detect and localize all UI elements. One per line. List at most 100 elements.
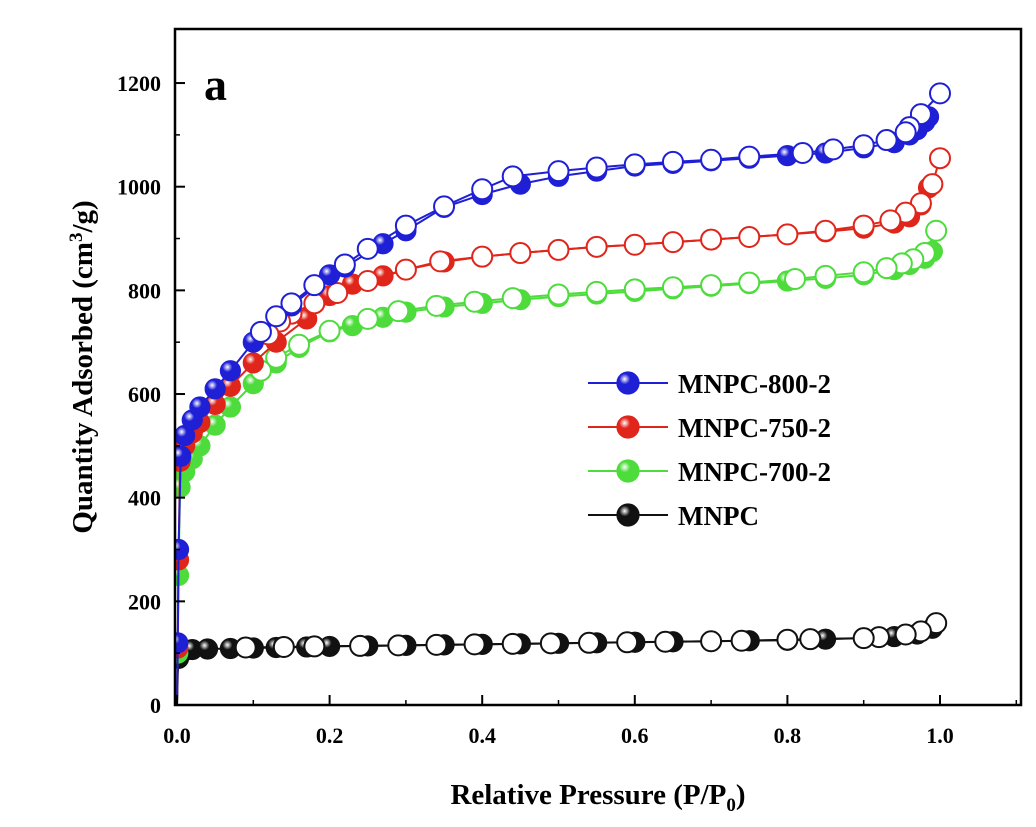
- legend-marker: [616, 415, 640, 439]
- desorption-point: [547, 283, 570, 306]
- desorption-point: [852, 627, 875, 650]
- desorption-point: [333, 253, 356, 276]
- desorption-point: [471, 245, 494, 268]
- desorption-point: [929, 82, 951, 105]
- y-axis-title: Quantity Adsorbed (cm3/g): [66, 200, 99, 533]
- desorption-point: [700, 148, 723, 171]
- desorption-point: [852, 214, 875, 237]
- desorption-point: [738, 271, 761, 294]
- desorption-point: [925, 219, 948, 242]
- legend-marker: [616, 371, 640, 395]
- desorption-point: [616, 631, 639, 654]
- adsorption-line: [176, 183, 934, 705]
- x-axis-title-subscript: 0: [726, 795, 736, 816]
- desorption-point: [547, 238, 570, 261]
- desorption-point: [585, 156, 608, 179]
- legend-item-mnpc: MNPC: [588, 501, 759, 531]
- desorption-point: [623, 233, 646, 256]
- series-mnpc-800-2: [175, 82, 951, 705]
- x-tick-label: 1.0: [926, 723, 954, 748]
- desorption-point: [875, 257, 898, 280]
- x-axis-title-main: Relative Pressure (P/P: [450, 779, 726, 811]
- desorption-point: [799, 628, 822, 651]
- desorption-point: [547, 160, 570, 183]
- adsorption-point: [175, 632, 189, 654]
- y-tick-label: 1000: [117, 175, 161, 200]
- legend-label: MNPC-800-2: [678, 369, 831, 399]
- desorption-point: [791, 142, 814, 165]
- desorption-point: [471, 178, 494, 201]
- desorption-point: [661, 231, 684, 254]
- desorption-point: [852, 261, 875, 284]
- desorption-point: [894, 623, 917, 646]
- desorption-point: [623, 278, 646, 301]
- y-axis-title-main: Quantity Adsorbed (cm: [67, 242, 99, 534]
- legend-marker: [616, 459, 640, 483]
- desorption-point: [356, 307, 379, 330]
- x-tick-label: 0.6: [621, 723, 649, 748]
- y-axis-title-end: /g): [67, 200, 99, 233]
- desorption-point: [700, 274, 723, 297]
- desorption-point: [318, 319, 341, 342]
- adsorption-point: [175, 538, 190, 561]
- legend-label: MNPC-700-2: [678, 457, 831, 487]
- y-tick-label: 0: [150, 693, 161, 718]
- adsorption-point: [219, 360, 242, 382]
- desorption-point: [501, 287, 524, 310]
- legend-item-mnpc-700-2: MNPC-700-2: [588, 457, 831, 487]
- plot-frame: [173, 27, 1023, 707]
- x-tick-label: 0.2: [316, 723, 344, 748]
- desorption-point: [463, 633, 486, 656]
- desorption-point: [501, 165, 524, 188]
- desorption-point: [425, 633, 448, 656]
- legend-marker: [616, 503, 640, 527]
- desorption-point: [303, 635, 326, 658]
- y-tick-label: 400: [128, 486, 161, 511]
- legend-item-mnpc-800-2: MNPC-800-2: [588, 369, 831, 399]
- desorption-point: [730, 629, 753, 652]
- desorption-point: [433, 195, 456, 218]
- desorption-point: [463, 290, 486, 313]
- adsorption-line: [176, 116, 930, 705]
- desorption-point: [654, 630, 677, 653]
- desorption-point: [894, 121, 917, 144]
- desorption-point: [623, 153, 646, 176]
- desorption-point: [921, 173, 944, 196]
- desorption-point: [814, 219, 837, 242]
- desorption-point: [303, 292, 326, 315]
- desorption-point: [394, 214, 417, 237]
- desorption-point: [349, 634, 372, 657]
- desorption-point: [234, 636, 257, 659]
- x-axis-title: Relative Pressure (P/P0): [450, 779, 745, 816]
- y-tick-label: 800: [128, 278, 161, 303]
- adsorption-point: [189, 396, 211, 418]
- desorption-point: [875, 129, 898, 152]
- y-tick-label: 600: [128, 382, 161, 407]
- desorption-point: [578, 631, 601, 654]
- series-mnpc-700-2: [175, 219, 948, 705]
- desorption-point: [738, 225, 761, 248]
- desorption-point: [738, 145, 761, 168]
- desorption-point: [700, 630, 723, 653]
- desorption-point: [822, 138, 845, 161]
- adsorption-point: [242, 352, 264, 374]
- panel-label: a: [204, 59, 227, 110]
- desorption-point: [280, 292, 303, 315]
- x-tick-label: 0.8: [774, 723, 802, 748]
- desorption-point: [326, 281, 349, 304]
- ticks-layer: 0.0 0.2 0.4 0.6 0.8 1.0 0 200 400 600 800 1000 1200: [117, 71, 1018, 748]
- desorption-point: [539, 632, 562, 655]
- desorption-point: [661, 276, 684, 299]
- series-mnpc: [175, 612, 948, 705]
- desorption-point: [356, 237, 379, 260]
- desorption-point: [272, 635, 295, 658]
- legend-item-mnpc-750-2: MNPC-750-2: [588, 413, 831, 443]
- desorption-point: [356, 270, 379, 293]
- legend-label: MNPC-750-2: [678, 413, 831, 443]
- desorption-point: [776, 223, 799, 246]
- adsorption-point: [204, 378, 226, 400]
- adsorption-point: [175, 445, 192, 467]
- y-axis-title-superscript: 3: [66, 233, 87, 243]
